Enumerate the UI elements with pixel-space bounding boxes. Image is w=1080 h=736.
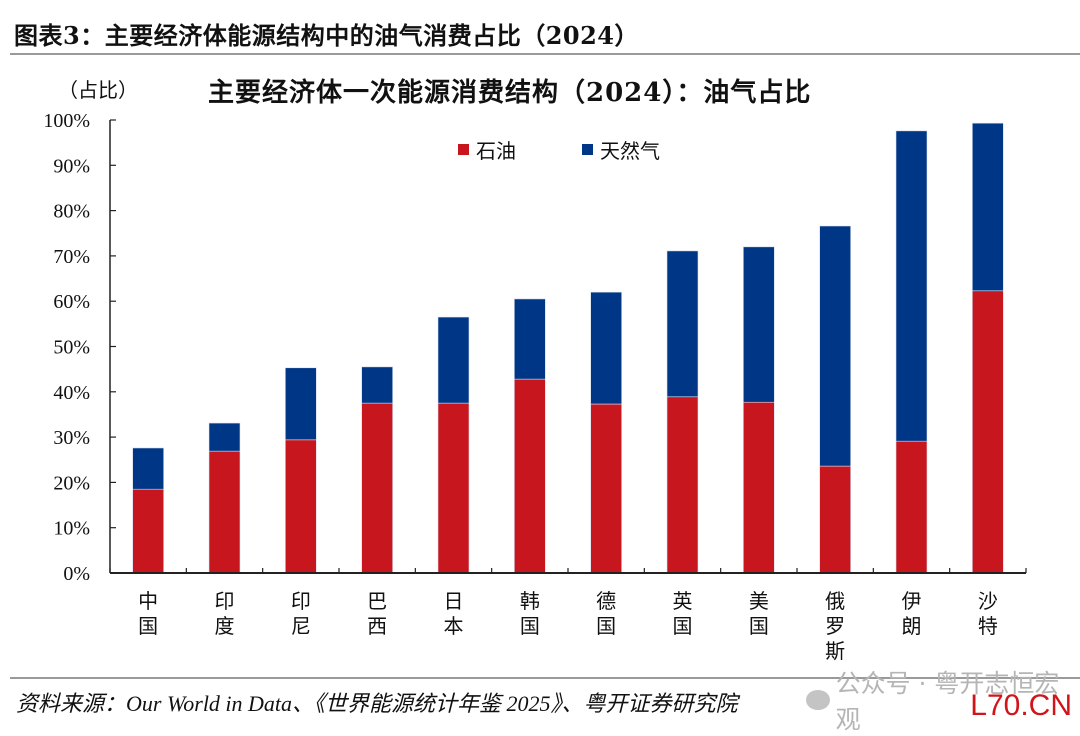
bar-oil: [666, 396, 699, 574]
bar-oil: [895, 440, 928, 574]
y-tick-label: 40%: [53, 382, 90, 404]
watermark-text: 公众号 · 粤开志恒宏观: [835, 669, 1060, 734]
bar-gas: [972, 122, 1004, 292]
watermark: 公众号 · 粤开志恒宏观: [806, 664, 1080, 736]
x-category-label: 印: [291, 589, 311, 613]
x-category-label: 中: [138, 589, 158, 613]
x-category-label: 国: [673, 614, 693, 638]
x-category-label: 朗: [902, 614, 922, 638]
source-note: 资料来源：Our World in Data、《世界能源统计年鉴 2025》、粤…: [16, 691, 738, 716]
x-category-label: 国: [520, 614, 540, 638]
legend-label-gas: 天然气: [600, 139, 660, 163]
legend-swatch-oil: [458, 144, 469, 155]
x-category-label: 度: [215, 614, 235, 638]
y-axis-unit-label: （占比）: [58, 78, 138, 102]
top-divider: [10, 53, 1080, 55]
bar-gas: [743, 246, 775, 403]
bar-gas: [514, 298, 546, 380]
bar-oil: [590, 403, 622, 574]
chart-title: 主要经济体一次能源消费结构（2024）：油气占比: [208, 78, 812, 108]
y-tick-label: 20%: [53, 472, 90, 494]
bar-oil: [208, 450, 241, 574]
bar-gas: [819, 225, 851, 467]
bar-oil: [972, 290, 1004, 574]
figure-title: 图表3：主要经济体能源结构中的油气消费占比（2024）: [14, 21, 639, 50]
bar-gas: [285, 367, 317, 441]
x-category-label: 斯: [825, 639, 845, 663]
bottom-divider: [10, 677, 1080, 679]
x-category-label: 德: [596, 589, 616, 613]
x-category-label: 罗: [825, 614, 845, 638]
y-tick-label: 30%: [53, 427, 90, 449]
x-category-label: 特: [978, 614, 998, 638]
x-category-label: 国: [596, 614, 616, 638]
x-category-label: 沙: [978, 589, 998, 613]
x-category-label: 本: [444, 614, 464, 638]
bar-gas: [132, 447, 164, 490]
y-tick-label: 0%: [63, 563, 90, 585]
bar-gas: [666, 250, 699, 398]
x-category-label: 国: [749, 614, 769, 638]
x-category-label: 伊: [902, 589, 922, 613]
y-tick-label: 10%: [53, 518, 90, 540]
wechat-icon: [806, 690, 830, 710]
x-category-label: 国: [138, 614, 158, 638]
x-category-label: 巴: [367, 589, 387, 613]
bar-oil: [132, 488, 164, 574]
y-tick-label: 70%: [53, 246, 90, 268]
bar-oil: [437, 402, 470, 574]
bar-gas: [361, 366, 393, 404]
y-tick-label: 90%: [53, 155, 90, 177]
bar-gas: [208, 422, 241, 452]
legend-swatch-gas: [582, 144, 593, 155]
legend-label-oil: 石油: [476, 139, 516, 163]
bar-gas: [895, 130, 928, 442]
bar-gas: [590, 291, 622, 405]
y-tick-label: 80%: [53, 201, 90, 223]
bar-gas: [437, 316, 470, 404]
bar-oil: [514, 378, 546, 574]
bar-oil: [361, 402, 393, 574]
bar-oil: [819, 465, 851, 574]
x-category-label: 西: [367, 614, 387, 638]
x-category-label: 印: [215, 589, 235, 613]
x-category-label: 美: [749, 589, 769, 613]
site-watermark: L70.CN: [970, 689, 1072, 722]
x-category-label: 日: [444, 589, 464, 613]
y-tick-label: 100%: [43, 110, 90, 132]
bar-oil: [285, 439, 317, 574]
bar-oil: [743, 401, 775, 574]
x-category-label: 尼: [291, 614, 311, 638]
x-category-label: 俄: [825, 589, 845, 613]
x-category-label: 韩: [520, 589, 540, 613]
y-tick-label: 60%: [53, 291, 90, 313]
y-tick-label: 50%: [53, 337, 90, 359]
x-category-label: 英: [673, 589, 693, 613]
